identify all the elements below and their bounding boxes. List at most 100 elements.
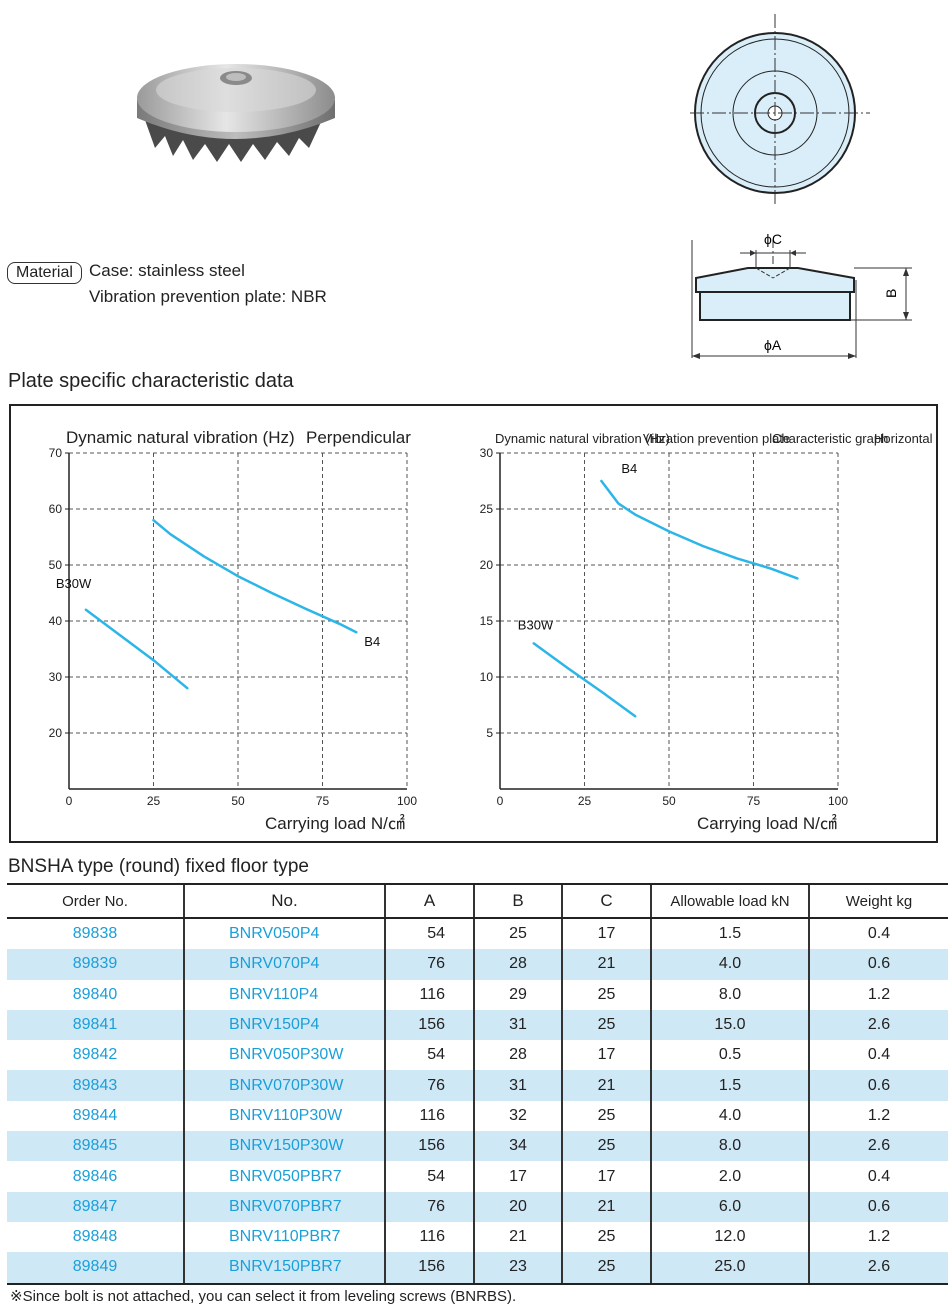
header-no: No. bbox=[183, 883, 385, 919]
chart1-label-b4: B4 bbox=[364, 634, 380, 649]
header-a: A bbox=[384, 883, 474, 919]
cell-allowable-load: 1.5 bbox=[650, 918, 809, 950]
cell-order-no[interactable]: 89838 bbox=[72, 925, 118, 943]
product-photo bbox=[137, 64, 335, 162]
cell-no[interactable]: BNRV070PBR7 bbox=[183, 1191, 385, 1222]
table-section-title: BNSHA type (round) fixed floor type bbox=[8, 856, 309, 877]
chart1-xlabel: Carrying load N/㎠ bbox=[265, 814, 405, 833]
cell-no[interactable]: BNRV150PBR7 bbox=[183, 1252, 385, 1285]
cell-b: 31 bbox=[473, 1070, 562, 1101]
chart2-title-a: Dynamic natural vibration (Hz) bbox=[495, 431, 670, 446]
chart1-x-tick: 50 bbox=[231, 794, 245, 808]
table-row: 89846 BNRV050PBR7 54 17 17 2.0 0.4 bbox=[7, 1161, 948, 1192]
cell-no[interactable]: BNRV150P4 bbox=[183, 1009, 385, 1041]
material-plate: Vibration prevention plate: NBR bbox=[89, 287, 327, 306]
table-row: 89840 BNRV110P4 116 29 25 8.0 1.2 bbox=[7, 979, 948, 1010]
header-order-no: Order No. bbox=[7, 883, 184, 919]
cell-weight: 2.6 bbox=[808, 1009, 948, 1041]
cell-b: 28 bbox=[473, 949, 562, 980]
chart2-x-tick: 0 bbox=[497, 794, 504, 808]
cell-b: 29 bbox=[473, 979, 562, 1010]
cell-c: 21 bbox=[561, 1070, 651, 1101]
spec-table: Order No. No. A B C Allowable load kN We… bbox=[7, 883, 948, 1285]
cell-order-no[interactable]: 89844 bbox=[72, 1106, 118, 1124]
cell-no[interactable]: BNRV050PBR7 bbox=[183, 1161, 385, 1192]
chart1-y-tick: 60 bbox=[49, 502, 63, 516]
cell-a: 76 bbox=[384, 1070, 474, 1101]
cell-no[interactable]: BNRV110P30W bbox=[183, 1100, 385, 1132]
chart1-x-tick: 25 bbox=[147, 794, 161, 808]
chart2-x-tick: 75 bbox=[747, 794, 761, 808]
cell-c: 17 bbox=[561, 1040, 651, 1071]
cell-c: 25 bbox=[561, 1252, 651, 1285]
table-row: 89843 BNRV070P30W 76 31 21 1.5 0.6 bbox=[7, 1070, 948, 1101]
cell-order-no[interactable]: 89846 bbox=[72, 1167, 118, 1185]
cell-a: 54 bbox=[384, 1040, 474, 1071]
cell-no[interactable]: BNRV150P30W bbox=[183, 1131, 385, 1162]
cell-weight: 0.4 bbox=[808, 918, 948, 950]
chart2-y-tick: 15 bbox=[480, 614, 494, 628]
chart2-y-tick: 5 bbox=[486, 726, 493, 740]
cell-b: 32 bbox=[473, 1100, 562, 1132]
cell-allowable-load: 25.0 bbox=[650, 1252, 809, 1285]
chart2-x-tick: 25 bbox=[578, 794, 592, 808]
graph-frame: Dynamic natural vibration (Hz) Perpendic… bbox=[9, 404, 938, 843]
cell-order-no[interactable]: 89849 bbox=[7, 1252, 184, 1285]
cell-a: 54 bbox=[384, 1161, 474, 1192]
cell-no[interactable]: BNRV050P30W bbox=[183, 1040, 385, 1071]
chart2-label-b4: B4 bbox=[621, 461, 637, 476]
cell-weight: 2.6 bbox=[808, 1252, 948, 1285]
chart2-y-tick: 10 bbox=[480, 670, 494, 684]
cell-weight: 1.2 bbox=[808, 979, 948, 1010]
cell-weight: 0.6 bbox=[808, 1191, 948, 1222]
chart2-xlabel: Carrying load N/㎠ bbox=[697, 814, 837, 833]
cell-c: 25 bbox=[561, 1131, 651, 1162]
chart2-y-tick: 20 bbox=[480, 558, 494, 572]
cell-c: 21 bbox=[561, 949, 651, 980]
table-row: 89847 BNRV070PBR7 76 20 21 6.0 0.6 bbox=[7, 1191, 948, 1222]
cell-weight: 0.6 bbox=[808, 949, 948, 980]
header-allowable-load: Allowable load kN bbox=[650, 883, 809, 919]
chart1-series-b30w bbox=[84, 608, 189, 690]
cell-no[interactable]: BNRV110P4 bbox=[183, 979, 385, 1010]
cell-a: 76 bbox=[384, 1191, 474, 1222]
table-row: 89839 BNRV070P4 76 28 21 4.0 0.6 bbox=[7, 949, 948, 980]
charts-svg: 0 25 50 75 100 20 30 40 50 60 70 B4 B30W 0 25 50 75 100 5 1… bbox=[49, 446, 849, 808]
cell-c: 25 bbox=[561, 979, 651, 1010]
chart2-x-tick: 100 bbox=[828, 794, 848, 808]
cell-no[interactable]: BNRV070P30W bbox=[183, 1070, 385, 1101]
cell-b: 25 bbox=[473, 918, 562, 950]
cell-no[interactable]: BNRV050P4 bbox=[183, 918, 385, 950]
cell-a: 54 bbox=[384, 918, 474, 950]
chart2-y-tick: 30 bbox=[480, 446, 494, 460]
cell-order-no[interactable]: 89842 bbox=[72, 1046, 118, 1064]
cell-order-no[interactable]: 89843 bbox=[7, 1070, 184, 1101]
cell-a: 156 bbox=[384, 1131, 474, 1162]
cell-order-no[interactable]: 89840 bbox=[72, 985, 118, 1003]
chart1-y-tick: 20 bbox=[49, 726, 63, 740]
dim-b-label: B bbox=[883, 289, 899, 298]
table-row: 89848 BNRV110PBR7 116 21 25 12.0 1.2 bbox=[7, 1221, 948, 1253]
cell-order-no[interactable]: 89848 bbox=[72, 1228, 118, 1246]
cell-no[interactable]: BNRV110PBR7 bbox=[183, 1221, 385, 1253]
cell-a: 156 bbox=[384, 1252, 474, 1285]
cell-c: 17 bbox=[561, 918, 651, 950]
cell-order-no[interactable]: 89845 bbox=[7, 1131, 184, 1162]
footnote: ※Since bolt is not attached, you can sel… bbox=[10, 1288, 517, 1305]
dim-a-label: ϕA bbox=[764, 337, 782, 353]
cell-order-no[interactable]: 89839 bbox=[7, 949, 184, 980]
chart1-x-tick: 75 bbox=[316, 794, 330, 808]
side-view-drawing: ϕC B ϕA bbox=[691, 231, 912, 359]
chart1-x-tick: 0 bbox=[66, 794, 73, 808]
cell-a: 116 bbox=[384, 979, 474, 1010]
chart2-y-tick: 25 bbox=[480, 502, 494, 516]
cell-order-no[interactable]: 89841 bbox=[7, 1009, 184, 1041]
cell-allowable-load: 12.0 bbox=[650, 1221, 809, 1253]
chart1-y-tick: 70 bbox=[49, 446, 63, 460]
chart2-title-d: Horizontal bbox=[874, 431, 933, 446]
cell-order-no[interactable]: 89847 bbox=[7, 1191, 184, 1222]
chart1-title-b: Perpendicular bbox=[306, 428, 411, 447]
cell-a: 116 bbox=[384, 1221, 474, 1253]
cell-no[interactable]: BNRV070P4 bbox=[183, 949, 385, 980]
table-row: 89842 BNRV050P30W 54 28 17 0.5 0.4 bbox=[7, 1040, 948, 1071]
